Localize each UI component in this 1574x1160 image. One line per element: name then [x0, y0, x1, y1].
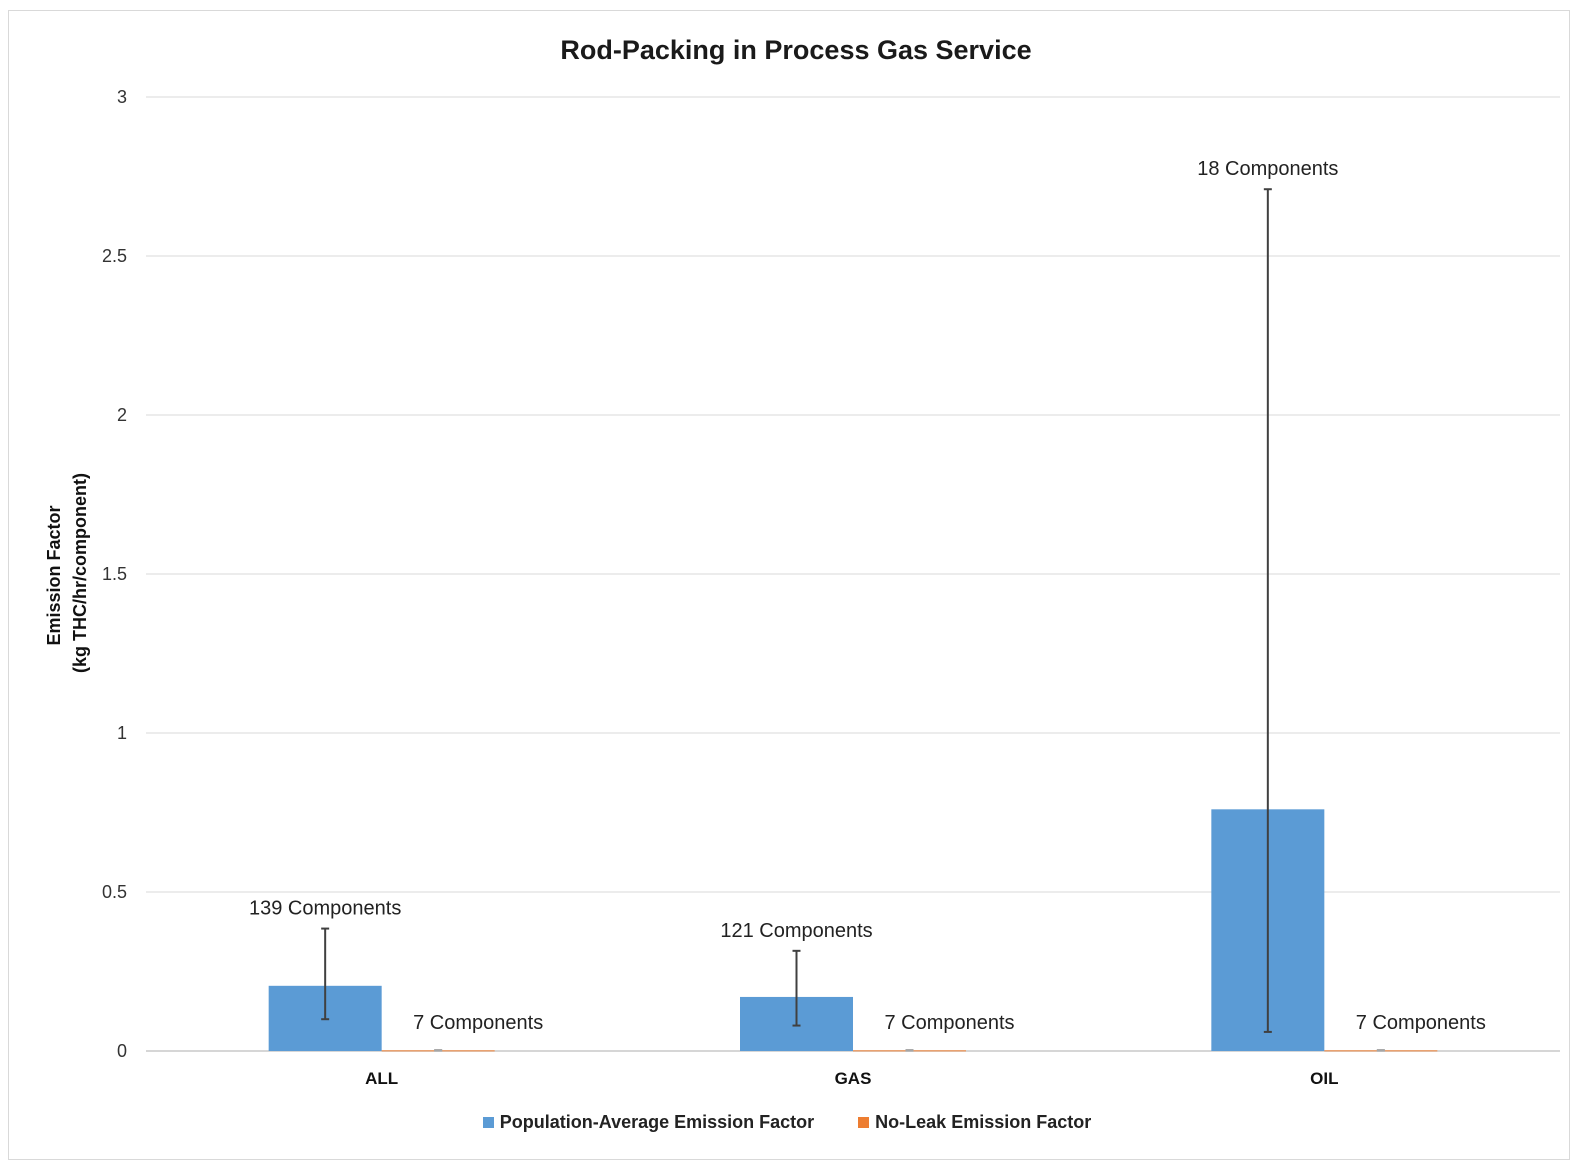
y-axis-label-line2: (kg THC/hr/component)	[70, 473, 90, 673]
data-label: 7 Components	[413, 1012, 543, 1034]
data-label: 7 Components	[1356, 1012, 1486, 1034]
chart-title: Rod-Packing in Process Gas Service	[560, 35, 1031, 65]
legend: Population-Average Emission Factor No-Le…	[0, 1112, 1574, 1133]
x-tick-label: GAS	[835, 1069, 872, 1088]
legend-label-no-leak: No-Leak Emission Factor	[875, 1112, 1092, 1132]
legend-item-no-leak: No-Leak Emission Factor	[858, 1112, 1091, 1133]
data-label: 7 Components	[884, 1012, 1014, 1034]
y-tick-label: 3	[117, 87, 127, 107]
data-label: 121 Components	[720, 920, 872, 942]
y-axis-label: Emission Factor (kg THC/hr/component)	[44, 473, 90, 673]
x-tick-label: OIL	[1310, 1069, 1338, 1088]
x-tick-label: ALL	[365, 1069, 398, 1088]
y-tick-label: 2	[117, 405, 127, 425]
legend-item-population-average: Population-Average Emission Factor	[482, 1112, 815, 1133]
y-tick-label: 2.5	[102, 246, 127, 266]
legend-label-population-average: Population-Average Emission Factor	[499, 1112, 815, 1132]
legend-swatch-orange	[858, 1117, 870, 1128]
data-label: 18 Components	[1197, 158, 1338, 180]
y-tick-label: 0.5	[102, 882, 127, 902]
y-tick-label: 0	[117, 1041, 127, 1061]
data-label: 139 Components	[249, 898, 401, 920]
legend-swatch-blue	[482, 1117, 494, 1128]
y-tick-label: 1	[117, 723, 127, 743]
y-axis-label-line1: Emission Factor	[44, 505, 64, 645]
y-tick-label: 1.5	[102, 564, 127, 584]
